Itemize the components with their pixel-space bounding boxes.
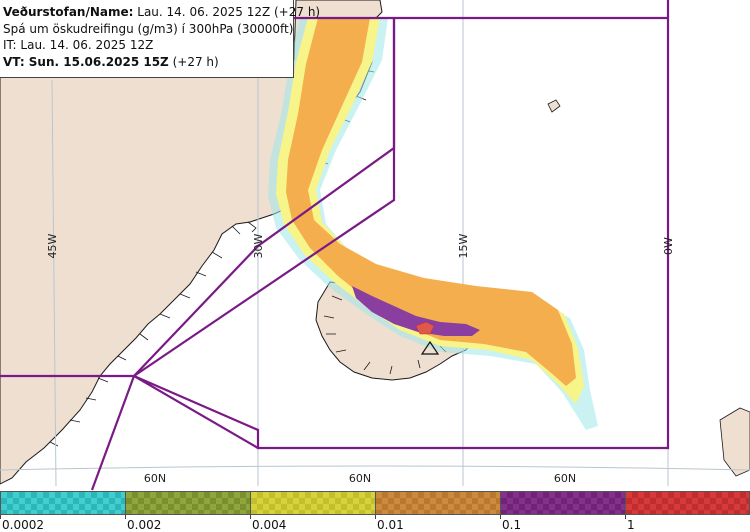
legend-swatch-5 [500,491,626,515]
legend-swatch-1 [0,491,126,515]
iceland-fjords [323,295,447,375]
valid-time-label: VT: Sun. 15.06.2025 15Z [3,54,169,69]
scandinavia-coast [719,407,750,477]
meridian-label-30w: 30W [252,233,265,258]
legend-swatch-4 [375,491,501,515]
volcano-marker-icon[interactable] [420,340,440,355]
meridian-label-45w: 45W [46,233,59,258]
legend-tick [625,515,626,519]
name-line: Veðurstofan/Name: Lau. 14. 06. 2025 12Z … [3,4,320,21]
legend-tick [500,515,501,519]
legend-label-0.002: 0.002 [127,518,162,532]
faroe-islands [547,99,561,113]
fir-boundaries [0,0,670,491]
legend-label-0.004: 0.004 [252,518,287,532]
valid-time-line: VT: Sun. 15.06.2025 15Z (+27 h) [3,54,293,71]
name-label: Veðurstofan/Name: [3,5,134,19]
legend-label-1: 1 [627,518,635,532]
meridian-label-0w: 0W [662,237,675,255]
legend-label-0.1: 0.1 [502,518,522,532]
product-description: Spá um öskudreifingu (g/m3) í 300hPa (30… [3,21,294,36]
valid-time-offset: (+27 h) [172,54,219,69]
issue-time: IT: Lau. 14. 06. 2025 12Z [3,38,154,52]
concentration-legend: 0.0002 0.002 0.004 0.01 0.1 1 [0,491,750,532]
meridian-label-15w: 15W [457,233,470,258]
legend-tick [125,515,126,519]
legend-label-0.01: 0.01 [377,518,404,532]
legend-tick [250,515,251,519]
legend-tick [0,515,1,519]
latitude-label-60n-mid: 60N [349,472,371,485]
legend-label-0.0002: 0.0002 [2,518,44,532]
ash-plume [268,18,598,430]
legend-swatch-6 [625,491,750,515]
legend-swatch-3 [250,491,376,515]
name-value: Lau. 14. 06. 2025 12Z (+27 h) [137,5,321,19]
legend-tick [375,515,376,519]
latitude-label-60n-right: 60N [554,472,576,485]
forecast-info-box: Veðurstofan/Name: Lau. 14. 06. 2025 12Z … [0,0,320,78]
latitude-label-60n-left: 60N [144,472,166,485]
legend-swatch-2 [125,491,251,515]
